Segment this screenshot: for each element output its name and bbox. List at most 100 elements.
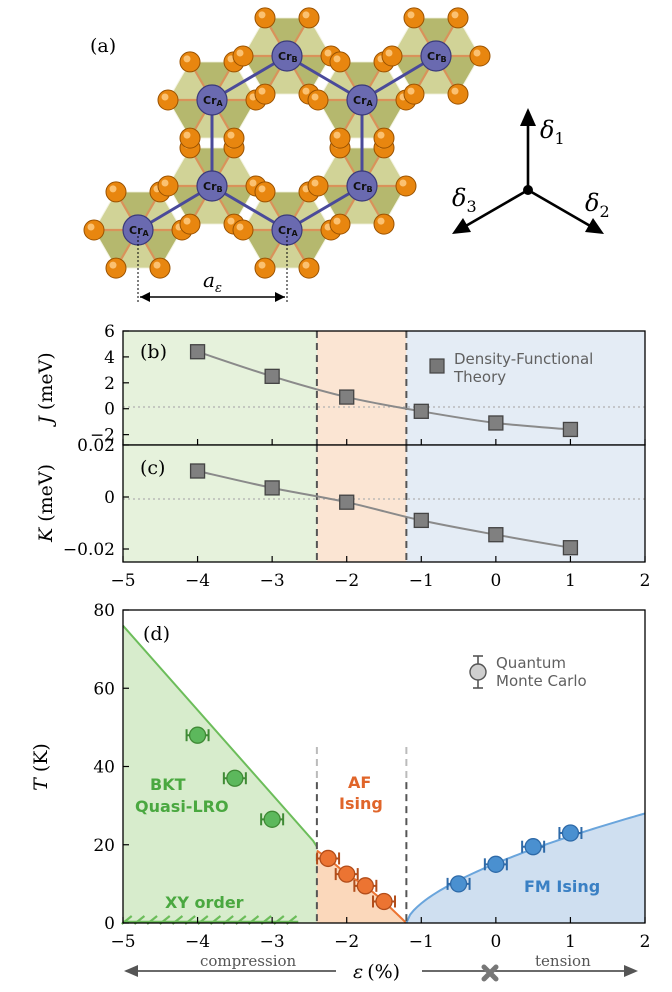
ligand-ion [149,257,171,279]
cr-atom [196,84,228,116]
data-point [189,344,206,360]
dft-legend-line1: Density-Functional [454,350,593,368]
ion-highlight [473,49,481,57]
phase-plot-frame [122,609,646,924]
y-tick-label: 40 [93,758,115,778]
ion-highlight [302,261,310,269]
ligand-ion [254,257,276,279]
ion-highlight [258,185,266,193]
strain-axis-ticks: −5 −4 −3 −2 −1 0 1 2 [110,917,650,952]
x-tick-label: −4 [185,932,210,952]
ligand-ion [223,127,245,149]
data-point [264,480,280,496]
crystal-lattice-illustration: CrA CrB CrA CrB CrA CrB CrA CrB [83,7,491,279]
ion-highlight [407,11,415,19]
dft-legend: Density-Functional Theory [429,350,593,386]
phase-boundary-dashed-lines [315,746,408,923]
qmc-data-point [375,892,393,911]
qmc-data-point [561,824,580,842]
data-point [413,512,429,529]
data-point [339,494,355,510]
phase-region [123,331,317,445]
ion-highlight [302,11,310,19]
ligand-ion [307,89,329,111]
y-tick-label: 6 [104,322,115,342]
x-tick-label: −2 [334,571,359,591]
K-data-points [189,463,579,556]
ion-highlight [227,217,235,225]
ligand-ion [298,7,320,29]
phase-region [123,445,317,562]
delta-2-label: δ2 [585,189,610,221]
y-tick-label: 20 [93,836,115,856]
ligand-ion [157,175,179,197]
qmc-data-point [449,875,468,893]
cr-atom-label: CrA [129,224,150,238]
x-tick-label: −5 [110,571,135,591]
ligand-ion [83,219,105,241]
phase-region [406,331,645,445]
y-tick-label: −2 [90,426,115,446]
cr-atom [420,40,452,72]
x-tick-label: −3 [260,571,285,591]
ion-highlight [183,131,191,139]
x-tick-label: 2 [640,932,651,952]
xy-order-hatch [121,915,299,925]
x-tick-label: −4 [185,571,210,591]
data-point [562,421,579,438]
y-tick-label: 0 [104,914,115,934]
quasi-lro-label: Quasi-LRO [135,797,229,816]
qmc-data-point [188,726,207,744]
x-tick-label: 0 [490,571,501,591]
qmc-legend: Quantum Monte Carlo [469,654,587,690]
data-point [189,463,206,479]
ion-highlight [451,11,459,19]
ion-highlight [302,87,310,95]
ion-highlight [109,185,117,193]
xy-order-label: XY order [165,893,244,912]
ion-highlight [249,179,257,187]
ion-highlight [333,217,341,225]
cr-atom-label: CrB [203,180,223,194]
panel-a-label: (a) [90,35,116,57]
cr-atom-label: CrA [203,94,224,108]
K-axis-label: K(meV) [35,464,57,543]
K-x-axis-ticks: −5 −4 −3 −2 −1 0 1 2 [110,556,650,591]
delta-1-label: δ1 [540,116,565,148]
y-tick-label: −0.02 [63,540,115,560]
ising-label: Ising [339,794,383,813]
data-point [339,389,355,405]
lattice-constant-label: aε [203,268,222,296]
lattice-constant-marker: aε [137,236,288,304]
ligand-ion [105,257,127,279]
ion-highlight [236,49,244,57]
ion-highlight [183,217,191,225]
y-tick-label: 4 [104,348,115,368]
delta-3-label: δ3 [452,184,477,216]
cr-atom-label: CrB [427,50,447,64]
ion-highlight [311,179,319,187]
dft-legend-line2: Theory [453,368,506,386]
qmc-legend-line1: Quantum [496,654,566,672]
ligand-ion [373,127,395,149]
ion-highlight [227,131,235,139]
ion-highlight [161,179,169,187]
ion-highlight [153,261,161,269]
panel-c-label: (c) [140,457,165,479]
strain-axis-label: ε (%) [353,961,400,983]
phase-boundary-lines [315,445,408,562]
ligand-ion [179,127,201,149]
ligand-ion [447,7,469,29]
qmc-legend-marker [469,663,487,681]
x-tick-label: 2 [640,571,651,591]
x-tick-label: −2 [334,932,359,952]
ion-highlight [258,11,266,19]
ion-highlight [451,87,459,95]
ligand-ion [373,213,395,235]
ligand-ion [447,83,469,105]
J-axis-label: J(meV) [35,352,57,427]
x-tick-label: −1 [409,932,434,952]
ion-highlight [161,93,169,101]
K-plot-frame [122,444,646,563]
